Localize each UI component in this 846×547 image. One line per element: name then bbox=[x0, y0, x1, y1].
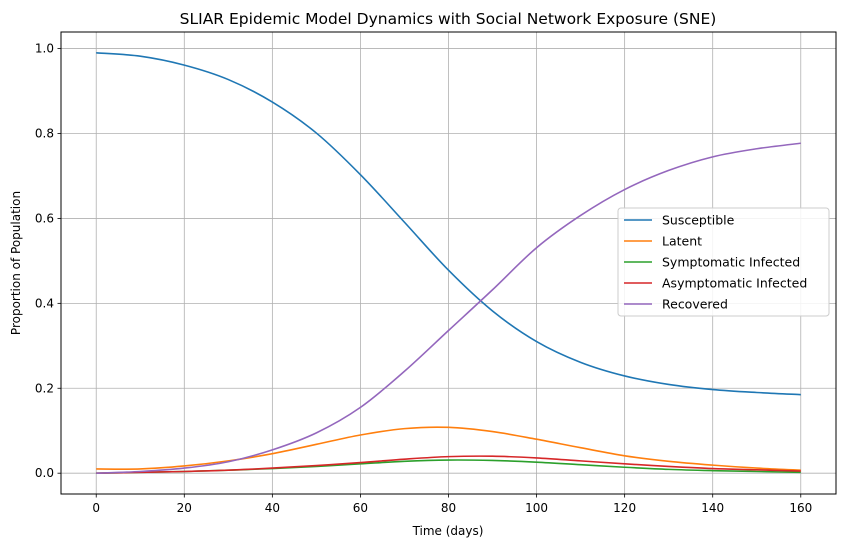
x-tick-label: 60 bbox=[353, 501, 368, 515]
x-tick-label: 20 bbox=[177, 501, 192, 515]
legend-box bbox=[617, 207, 830, 317]
x-axis-label: Time (days) bbox=[412, 524, 484, 538]
x-tick-label: 120 bbox=[613, 501, 636, 515]
legend-label-symptomatic-infected: Symptomatic Infected bbox=[662, 255, 800, 270]
y-axis-ticks: 0.0 0.2 0.4 0.6 0.8 1.0 bbox=[35, 42, 61, 480]
x-tick-label: 100 bbox=[525, 501, 548, 515]
y-axis-label: Proportion of Population bbox=[9, 191, 23, 335]
chart-title: SLIAR Epidemic Model Dynamics with Socia… bbox=[180, 10, 717, 28]
legend: Susceptible Latent Symptomatic Infected Asy… bbox=[617, 207, 830, 317]
x-tick-label: 80 bbox=[441, 501, 456, 515]
y-tick-label: 1.0 bbox=[35, 42, 54, 56]
y-tick-label: 0.0 bbox=[35, 466, 54, 480]
series-lines bbox=[96, 52, 801, 474]
series-line-latent bbox=[96, 426, 801, 472]
y-tick-label: 0.4 bbox=[35, 296, 54, 310]
legend-label-latent: Latent bbox=[662, 234, 702, 249]
y-tick-label: 0.6 bbox=[35, 211, 54, 225]
legend-label-asymptomatic-infected: Asymptomatic Infected bbox=[662, 276, 807, 291]
y-tick-label: 0.2 bbox=[35, 381, 54, 395]
legend-label-susceptible: Susceptible bbox=[662, 213, 735, 228]
x-tick-label: 160 bbox=[789, 501, 812, 515]
series-line-recovered bbox=[96, 142, 801, 474]
series-line-asymptomatic-infected bbox=[96, 455, 801, 474]
y-tick-label: 0.8 bbox=[35, 126, 54, 140]
legend-label-recovered: Recovered bbox=[662, 297, 728, 312]
x-axis-ticks: 0 20 40 60 80 100 120 140 160 bbox=[92, 494, 812, 515]
x-tick-label: 140 bbox=[701, 501, 724, 515]
x-tick-label: 40 bbox=[265, 501, 280, 515]
series-line-susceptible bbox=[96, 52, 801, 396]
x-tick-label: 0 bbox=[92, 501, 100, 515]
